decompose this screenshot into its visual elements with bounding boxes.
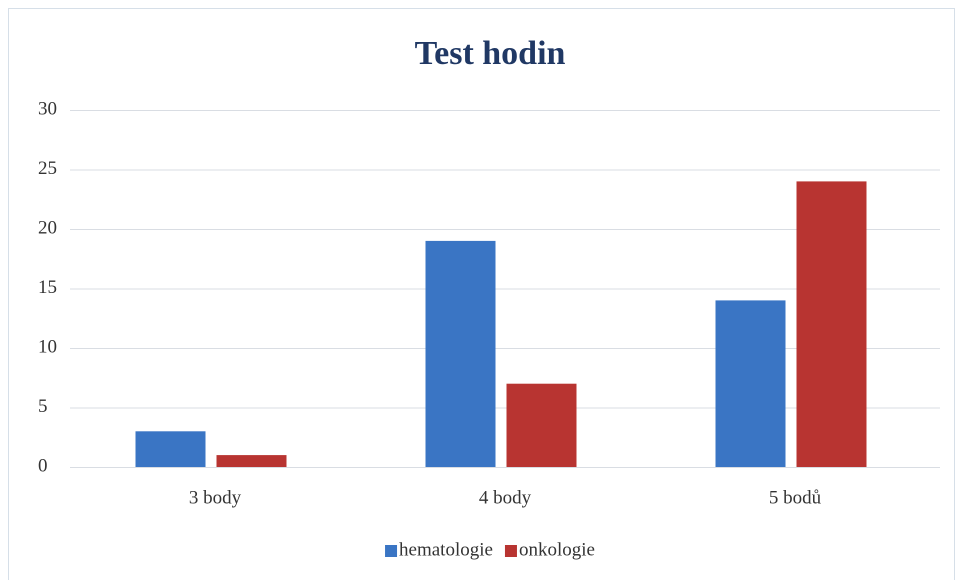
y-tick-label: 25 (38, 158, 57, 179)
x-tick-label: 5 bodů (769, 487, 822, 508)
bar (715, 300, 786, 467)
y-tick-label: 10 (38, 336, 57, 357)
bar (796, 181, 867, 467)
legend-label: onkologie (519, 539, 595, 560)
legend-swatch (385, 545, 398, 557)
x-tick-label: 3 body (189, 487, 242, 508)
y-tick-label: 20 (38, 217, 57, 238)
x-tick-label: 4 body (479, 487, 532, 508)
bar (216, 455, 287, 467)
y-tick-label: 30 (38, 98, 57, 119)
bar (425, 240, 496, 467)
y-tick-label: 15 (38, 277, 57, 298)
chart-title: Test hodin (415, 35, 566, 72)
legend-label: hematologie (399, 539, 493, 560)
y-tick-label: 0 (38, 455, 48, 476)
bar (506, 383, 577, 467)
bar (135, 431, 206, 467)
y-tick-label: 5 (38, 396, 48, 417)
legend-swatch (504, 545, 517, 557)
